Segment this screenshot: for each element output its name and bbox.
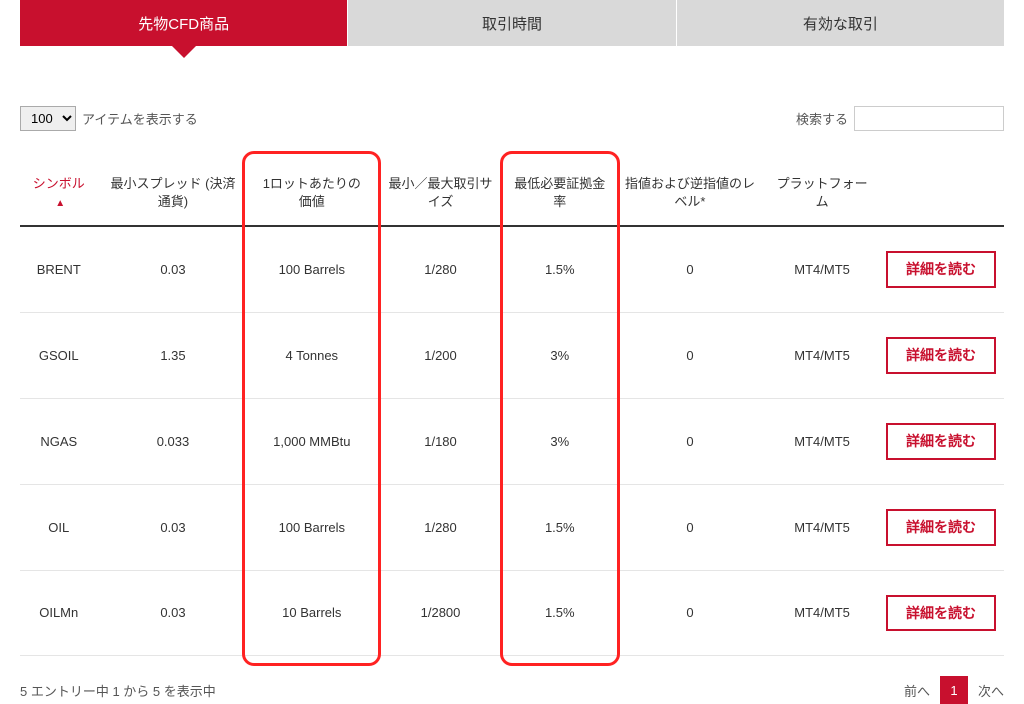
length-select[interactable]: 100: [20, 106, 76, 131]
cell-3: 1/200: [375, 313, 506, 399]
search-control: 検索する: [796, 106, 1004, 131]
cell-0: BRENT: [20, 226, 97, 312]
cell-3: 1/280: [375, 484, 506, 570]
cell-action: 詳細を読む: [878, 570, 1004, 656]
footer-info: 5 エントリー中 1 から 5 を表示中: [20, 681, 216, 700]
cell-5: 0: [614, 570, 767, 656]
detail-button[interactable]: 詳細を読む: [886, 509, 996, 546]
search-input[interactable]: [854, 106, 1004, 131]
cell-6: MT4/MT5: [766, 570, 878, 656]
search-label: 検索する: [796, 109, 848, 128]
cell-4: 1.5%: [506, 484, 614, 570]
cell-1: 0.03: [97, 226, 248, 312]
col-header-5[interactable]: 指値および逆指値のレベル*: [614, 161, 767, 226]
cell-1: 0.033: [97, 398, 248, 484]
cell-action: 詳細を読む: [878, 226, 1004, 312]
table-wrap: シンボル▲最小スプレッド (決済通貨)1ロットあたりの価値最小／最大取引サイズ最…: [20, 161, 1004, 656]
products-table: シンボル▲最小スプレッド (決済通貨)1ロットあたりの価値最小／最大取引サイズ最…: [20, 161, 1004, 656]
length-suffix: アイテムを表示する: [82, 109, 198, 128]
cell-6: MT4/MT5: [766, 313, 878, 399]
cell-2: 100 Barrels: [248, 226, 375, 312]
prev-button[interactable]: 前へ: [904, 681, 930, 700]
cell-action: 詳細を読む: [878, 484, 1004, 570]
table-row: BRENT0.03100 Barrels1/2801.5%0MT4/MT5詳細を…: [20, 226, 1004, 312]
cell-0: GSOIL: [20, 313, 97, 399]
cell-2: 10 Barrels: [248, 570, 375, 656]
detail-button[interactable]: 詳細を読む: [886, 423, 996, 460]
length-control: 100 アイテムを表示する: [20, 106, 198, 131]
col-header-6[interactable]: プラットフォーム: [766, 161, 878, 226]
tab-2[interactable]: 有効な取引: [677, 0, 1004, 46]
page-current[interactable]: 1: [940, 676, 968, 704]
cell-4: 3%: [506, 313, 614, 399]
table-footer: 5 エントリー中 1 から 5 を表示中 前へ 1 次へ: [20, 676, 1004, 704]
col-header-0[interactable]: シンボル▲: [20, 161, 97, 226]
detail-button[interactable]: 詳細を読む: [886, 595, 996, 632]
cell-0: OIL: [20, 484, 97, 570]
cell-6: MT4/MT5: [766, 226, 878, 312]
col-header-7: [878, 161, 1004, 226]
cell-6: MT4/MT5: [766, 484, 878, 570]
cell-0: NGAS: [20, 398, 97, 484]
cell-action: 詳細を読む: [878, 313, 1004, 399]
pagination: 前へ 1 次へ: [904, 676, 1004, 704]
col-header-3[interactable]: 最小／最大取引サイズ: [375, 161, 506, 226]
cell-2: 4 Tonnes: [248, 313, 375, 399]
cell-5: 0: [614, 313, 767, 399]
cell-0: OILMn: [20, 570, 97, 656]
detail-button[interactable]: 詳細を読む: [886, 251, 996, 288]
col-header-1[interactable]: 最小スプレッド (決済通貨): [97, 161, 248, 226]
header-row: シンボル▲最小スプレッド (決済通貨)1ロットあたりの価値最小／最大取引サイズ最…: [20, 161, 1004, 226]
cell-4: 1.5%: [506, 570, 614, 656]
cell-1: 0.03: [97, 484, 248, 570]
tab-1[interactable]: 取引時間: [348, 0, 676, 46]
table-row: NGAS0.0331,000 MMBtu1/1803%0MT4/MT5詳細を読む: [20, 398, 1004, 484]
cell-5: 0: [614, 484, 767, 570]
cell-3: 1/2800: [375, 570, 506, 656]
cell-2: 1,000 MMBtu: [248, 398, 375, 484]
col-header-2[interactable]: 1ロットあたりの価値: [248, 161, 375, 226]
cell-1: 0.03: [97, 570, 248, 656]
cell-action: 詳細を読む: [878, 398, 1004, 484]
next-button[interactable]: 次へ: [978, 681, 1004, 700]
cell-4: 3%: [506, 398, 614, 484]
cell-2: 100 Barrels: [248, 484, 375, 570]
cell-4: 1.5%: [506, 226, 614, 312]
cell-1: 1.35: [97, 313, 248, 399]
detail-button[interactable]: 詳細を読む: [886, 337, 996, 374]
tab-bar: 先物CFD商品取引時間有効な取引: [20, 0, 1004, 46]
cell-3: 1/280: [375, 226, 506, 312]
col-header-4[interactable]: 最低必要証拠金率: [506, 161, 614, 226]
tab-0[interactable]: 先物CFD商品: [20, 0, 348, 46]
table-row: OILMn0.0310 Barrels1/28001.5%0MT4/MT5詳細を…: [20, 570, 1004, 656]
cell-5: 0: [614, 398, 767, 484]
cell-5: 0: [614, 226, 767, 312]
table-body: BRENT0.03100 Barrels1/2801.5%0MT4/MT5詳細を…: [20, 226, 1004, 655]
table-row: GSOIL1.354 Tonnes1/2003%0MT4/MT5詳細を読む: [20, 313, 1004, 399]
cell-3: 1/180: [375, 398, 506, 484]
table-row: OIL0.03100 Barrels1/2801.5%0MT4/MT5詳細を読む: [20, 484, 1004, 570]
cell-6: MT4/MT5: [766, 398, 878, 484]
table-controls: 100 アイテムを表示する 検索する: [20, 106, 1004, 131]
